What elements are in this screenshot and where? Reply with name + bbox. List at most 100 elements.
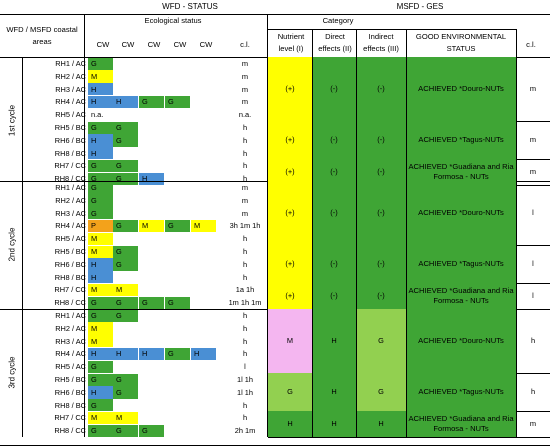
cw-status-cell bbox=[139, 347, 164, 361]
wfd-confidence-level: 1l 1h bbox=[236, 387, 254, 397]
ges-confidence-level: m bbox=[529, 84, 537, 93]
wfd-confidence-level: 1m 1h 1m bbox=[228, 298, 262, 308]
cw-status-value: G bbox=[91, 183, 97, 192]
wfd-confidence-level: m bbox=[241, 97, 249, 107]
direct-col-line bbox=[356, 181, 357, 309]
cw-status-value: G bbox=[168, 97, 174, 107]
cw-col-1: CW bbox=[96, 40, 110, 49]
cw-status-cell bbox=[113, 95, 138, 109]
cw-status-cell bbox=[113, 373, 138, 386]
indirect-effects-value: (-) bbox=[377, 84, 385, 93]
cw-status-cell bbox=[165, 95, 190, 109]
good-env-status-text: ACHIEVED *Guadiana and Ria bbox=[408, 162, 514, 172]
indirect-divider bbox=[406, 29, 407, 57]
cw-status-value: H bbox=[91, 148, 97, 158]
wfd-ges-divider bbox=[267, 57, 268, 185]
direct-effects-value: (-) bbox=[330, 167, 338, 177]
msfd-ges-title: MSFD - GES bbox=[396, 2, 444, 11]
indirect-header-1: Indirect bbox=[368, 32, 394, 41]
ecological-status-label: Ecological status bbox=[144, 16, 202, 25]
indirect-effects-value: (-) bbox=[377, 208, 385, 217]
direct-effects-cell bbox=[312, 283, 356, 309]
good-env-status-text: ACHIEVED *Douro-NUTs bbox=[418, 336, 504, 345]
good-env-status-cell bbox=[406, 57, 516, 121]
wfd-confidence-level: 1a 1h bbox=[235, 285, 255, 295]
indirect-effects-cell bbox=[356, 159, 406, 185]
cw-status-cell bbox=[88, 57, 113, 70]
indirect-effects-cell bbox=[356, 181, 406, 245]
table-bottom-line bbox=[0, 445, 550, 446]
area-label: RH4 / AC bbox=[55, 97, 86, 107]
cw-status-cell bbox=[113, 245, 138, 258]
row-header-line2: areas bbox=[32, 37, 52, 46]
area-label: RH3 / AC bbox=[55, 208, 86, 218]
cw-status-value: G bbox=[168, 349, 174, 359]
indirect-effects-value: (-) bbox=[377, 259, 385, 269]
direct-effects-cell bbox=[312, 57, 356, 121]
cw-status-cell bbox=[113, 219, 138, 233]
good-env-col-line bbox=[516, 57, 517, 185]
cw-status-value: M bbox=[142, 221, 149, 231]
wfd-confidence-level: m bbox=[241, 84, 249, 94]
cw-status-value: H bbox=[142, 174, 148, 184]
ges-confidence-level: h bbox=[530, 387, 536, 397]
cycle-divider bbox=[22, 309, 23, 437]
cw-status-cell bbox=[88, 335, 113, 348]
indirect-effects-cell bbox=[356, 57, 406, 121]
indirect-effects-cell bbox=[356, 245, 406, 284]
area-label: RH3 / AC bbox=[55, 336, 86, 346]
good-env-status-text: ACHIEVED *Guadiana and Ria bbox=[408, 286, 514, 296]
cw-status-value: G bbox=[116, 221, 122, 231]
cw-status-value: H bbox=[194, 349, 200, 359]
area-label: RH5 / BC bbox=[54, 247, 86, 256]
wfd-confidence-level: h bbox=[242, 272, 248, 282]
wfd-confidence-level: h bbox=[242, 311, 248, 320]
cw-status-cell bbox=[139, 219, 164, 233]
cw-status-value: M bbox=[116, 285, 123, 295]
area-label: RH5 / AC bbox=[55, 234, 86, 244]
cw-status-value: M bbox=[116, 413, 123, 423]
indirect-col-line bbox=[406, 57, 407, 185]
cw-status-value: G bbox=[91, 174, 97, 184]
area-label: RH1 / AC bbox=[55, 311, 86, 320]
cw-status-cell bbox=[139, 296, 164, 309]
cw-status-cell bbox=[88, 95, 113, 109]
direct-col-line bbox=[356, 309, 357, 437]
cw-status-cell bbox=[88, 232, 113, 245]
wfd-confidence-level: m bbox=[241, 195, 249, 205]
header-divider-v1 bbox=[84, 14, 85, 57]
direct-effects-value: (-) bbox=[330, 291, 338, 301]
wfd-confidence-level: h bbox=[242, 123, 248, 132]
direct-header-2: effects (II) bbox=[318, 44, 352, 53]
cw-status-cell bbox=[88, 194, 113, 207]
cw-status-value: G bbox=[91, 59, 97, 68]
nutrient-cell bbox=[268, 57, 312, 121]
good-env-status-cell bbox=[406, 373, 516, 412]
direct-effects-value: (-) bbox=[330, 84, 338, 93]
cw-status-cell bbox=[88, 134, 113, 147]
cw-status-cell bbox=[113, 134, 138, 147]
cw-status-value: M bbox=[91, 336, 98, 346]
cw-status-value: M bbox=[91, 71, 98, 81]
cw-status-cell bbox=[113, 386, 138, 399]
ges-confidence-level: h bbox=[530, 336, 536, 345]
nutrient-value: (+) bbox=[285, 84, 295, 93]
category-underline bbox=[268, 29, 516, 30]
cw-col-3: CW bbox=[147, 40, 161, 49]
nutrient-value: G bbox=[287, 387, 293, 397]
good-env-status-text: ACHIEVED *Tagus-NUTs bbox=[418, 387, 504, 397]
area-label: RH2 / AC bbox=[55, 195, 86, 205]
cw-status-value: G bbox=[91, 161, 97, 171]
nutrient-cell bbox=[268, 181, 312, 245]
direct-effects-cell bbox=[312, 245, 356, 284]
wfd-confidence-level: h bbox=[242, 413, 248, 423]
cw-status-value: P bbox=[91, 221, 96, 231]
wfd-confidence-level: h bbox=[242, 400, 248, 410]
cw-status-cell bbox=[191, 347, 216, 361]
cycle-divider bbox=[22, 57, 23, 185]
area-label: RH5 / AC bbox=[55, 362, 86, 372]
cycle-divider bbox=[22, 181, 23, 309]
nutrient-value: (+) bbox=[285, 259, 295, 269]
cw-status-cell bbox=[88, 283, 113, 297]
cw-status-cell bbox=[113, 309, 138, 322]
